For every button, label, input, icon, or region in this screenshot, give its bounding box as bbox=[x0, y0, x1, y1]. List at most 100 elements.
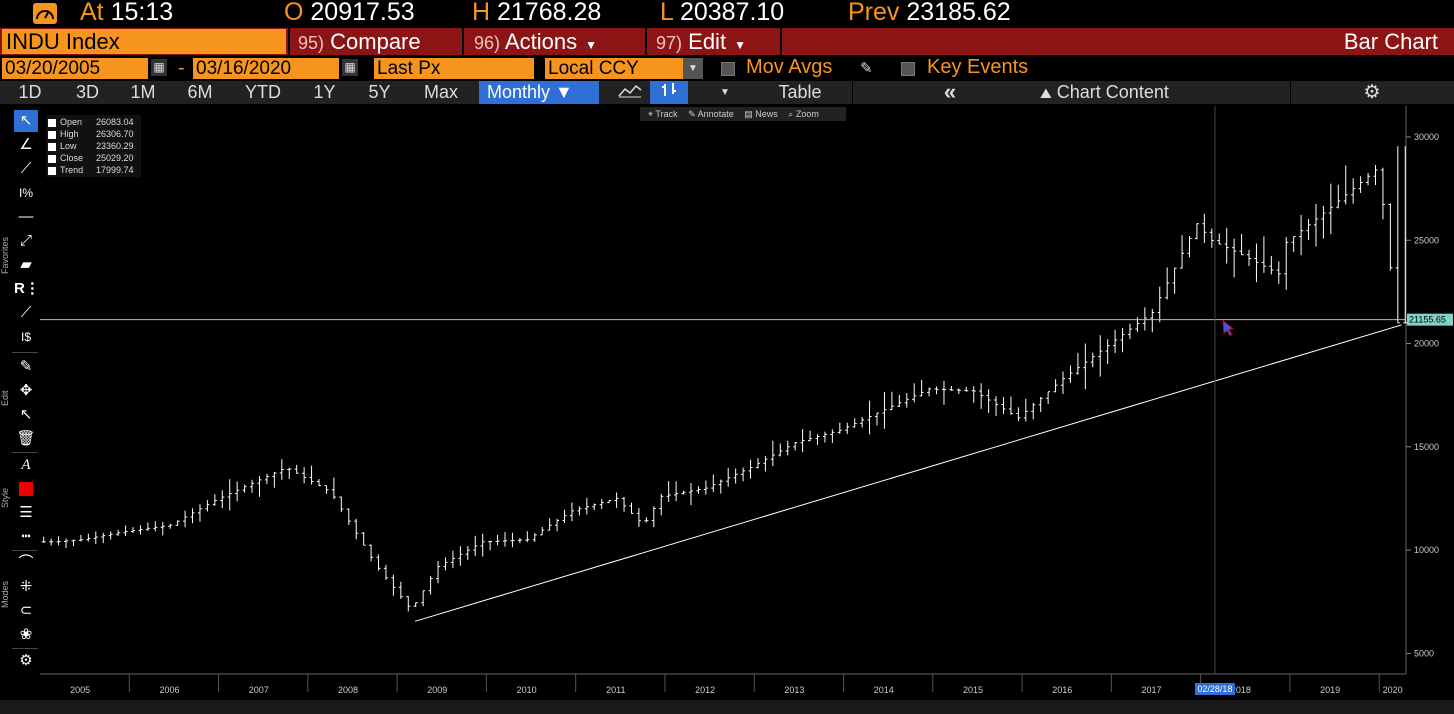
zoom-icon[interactable]: ⌕ bbox=[788, 109, 794, 119]
extended-line-icon[interactable]: ⟋ bbox=[20, 304, 32, 321]
ray-icon[interactable]: ⤢ bbox=[19, 232, 32, 249]
actions-button[interactable]: 96) Actions ▼ bbox=[474, 29, 597, 54]
key-events-label[interactable]: Key Events bbox=[927, 56, 1029, 78]
table-button[interactable]: Table bbox=[760, 81, 840, 104]
legend-value: 25029.20 bbox=[96, 153, 134, 163]
trendline-icon[interactable]: ⟋ bbox=[20, 160, 32, 177]
crosshair-icon[interactable]: ⁜ bbox=[19, 578, 33, 595]
bar-chart-icon[interactable] bbox=[650, 81, 688, 104]
palette-icon[interactable]: ❀ bbox=[19, 626, 33, 643]
security-row: INDU Index 95) Compare 96) Actions ▼ 97) … bbox=[0, 28, 1454, 55]
mov-avgs-checkbox[interactable] bbox=[721, 62, 735, 76]
horizontal-line-icon[interactable]: — bbox=[18, 208, 34, 225]
annotate-button[interactable]: Annotate bbox=[697, 109, 734, 119]
chart-content-button[interactable]: ⛰ Chart Content bbox=[1040, 81, 1230, 104]
low-label: L bbox=[660, 0, 673, 26]
open-value: 20917.53 bbox=[310, 0, 415, 26]
move-icon[interactable]: ✥ bbox=[19, 382, 33, 399]
calendar-icon[interactable]: ▦ bbox=[342, 59, 358, 76]
track-button[interactable]: Track bbox=[655, 109, 678, 119]
security-field[interactable]: INDU Index bbox=[2, 29, 286, 54]
x-tick-label: 2015 bbox=[963, 685, 983, 695]
lasso-icon[interactable]: ⌒ bbox=[18, 554, 34, 571]
currency-select[interactable]: Local CCY bbox=[545, 58, 683, 79]
trendline[interactable] bbox=[414, 324, 1402, 622]
high-value: 21768.28 bbox=[497, 0, 602, 26]
compare-button[interactable]: 95) Compare bbox=[298, 29, 421, 54]
speedometer-icon[interactable] bbox=[33, 3, 57, 24]
gear-icon[interactable]: ⚙ bbox=[1350, 81, 1394, 104]
retracement-icon[interactable]: R⋮ bbox=[14, 280, 40, 297]
start-date-field[interactable]: 03/20/2005 bbox=[2, 58, 148, 79]
magnet-icon[interactable]: ⊂ bbox=[19, 602, 33, 619]
line-weight-icon[interactable]: ☰ bbox=[19, 504, 33, 521]
period-ytd[interactable]: YTD bbox=[229, 81, 297, 104]
y-tick-label: 30000 bbox=[1414, 132, 1439, 142]
quote-bar: At 15:13 O 20917.53 H 21768.28 L 20387.1… bbox=[0, 0, 1454, 27]
divider bbox=[1290, 81, 1291, 104]
divider bbox=[288, 28, 290, 55]
color-swatch-icon[interactable] bbox=[14, 478, 38, 500]
period-1m[interactable]: 1M bbox=[115, 81, 171, 104]
news-button[interactable]: News bbox=[755, 109, 778, 119]
field-select[interactable]: Last Px bbox=[374, 58, 534, 79]
line-style-icon[interactable]: ┅ bbox=[21, 528, 31, 545]
period-5y[interactable]: 5Y bbox=[352, 81, 407, 104]
pen-icon[interactable]: ✎ bbox=[19, 358, 33, 375]
x-tick-label: 2005 bbox=[70, 685, 90, 695]
edit-button[interactable]: 97) Edit ▼ bbox=[656, 29, 746, 54]
cursor-icon[interactable]: ↖ bbox=[14, 110, 38, 132]
annotate-icon[interactable]: ✎ bbox=[688, 109, 696, 119]
bottom-strip bbox=[0, 700, 1454, 714]
divider bbox=[852, 81, 853, 104]
select-add-icon[interactable]: ↖ bbox=[19, 406, 33, 423]
x-tick-label: 2017 bbox=[1142, 685, 1162, 695]
legend-value: 26083.04 bbox=[96, 117, 134, 127]
period-3d[interactable]: 3D bbox=[60, 81, 115, 104]
trash-icon[interactable]: 🗑 bbox=[16, 430, 36, 447]
y-tick-label: 25000 bbox=[1414, 235, 1439, 245]
end-date-field[interactable]: 03/16/2020 bbox=[193, 58, 339, 79]
pencil-icon[interactable]: ✎ bbox=[860, 60, 873, 77]
high-label: H bbox=[472, 0, 491, 26]
settings-icon[interactable]: ⚙ bbox=[19, 652, 33, 669]
legend-value: 23360.29 bbox=[96, 141, 134, 151]
period-1y[interactable]: 1Y bbox=[297, 81, 352, 104]
edit-label: Edit bbox=[688, 29, 727, 54]
legend-checkbox[interactable] bbox=[48, 154, 56, 163]
edit-section-label: Edit bbox=[0, 390, 10, 406]
period-6m[interactable]: 6M bbox=[171, 81, 229, 104]
legend-high: High 26306.70 bbox=[48, 128, 134, 140]
line-chart-icon[interactable] bbox=[612, 81, 648, 104]
collapse-icon[interactable]: « bbox=[930, 81, 970, 104]
crosshair-date-badge bbox=[1194, 683, 1235, 695]
edit-number: 97) bbox=[656, 33, 683, 53]
channel-icon[interactable]: ▰ bbox=[20, 256, 32, 273]
track-icon[interactable]: ⌖ bbox=[648, 109, 654, 119]
news-icon[interactable]: ▤ bbox=[744, 109, 753, 119]
calendar-icon[interactable]: ▦ bbox=[151, 59, 167, 76]
legend-label: Trend bbox=[60, 165, 84, 175]
legend-checkbox[interactable] bbox=[48, 130, 56, 139]
mov-avgs-label[interactable]: Mov Avgs bbox=[746, 56, 833, 78]
x-tick-label: 2006 bbox=[159, 685, 179, 695]
frequency-select[interactable]: Monthly ▼ bbox=[479, 81, 599, 104]
chart-style-dropdown[interactable]: ▼ bbox=[700, 81, 750, 104]
chevron-down-icon[interactable]: ▼ bbox=[683, 58, 703, 79]
text-style-icon[interactable]: A bbox=[21, 457, 31, 473]
price-line-icon[interactable]: I$ bbox=[20, 330, 31, 344]
compare-number: 95) bbox=[298, 33, 325, 53]
zoom-button[interactable]: Zoom bbox=[795, 109, 819, 119]
percent-line-icon[interactable]: I% bbox=[18, 186, 33, 200]
legend-label: Close bbox=[60, 153, 84, 163]
legend-checkbox[interactable] bbox=[48, 118, 56, 127]
period-1d[interactable]: 1D bbox=[0, 81, 60, 104]
price-chart[interactable]: 5000 10000 15000 20000 25000 30000 2005 2006 200… bbox=[40, 106, 1454, 700]
caret-down-icon: ▼ bbox=[585, 38, 597, 52]
period-max[interactable]: Max bbox=[407, 81, 475, 104]
legend-checkbox[interactable] bbox=[48, 142, 56, 151]
date-range-dash: - bbox=[178, 57, 185, 79]
draw-line-icon[interactable]: ∠ bbox=[19, 136, 33, 153]
legend-checkbox[interactable] bbox=[48, 166, 56, 175]
key-events-checkbox[interactable] bbox=[901, 62, 915, 76]
